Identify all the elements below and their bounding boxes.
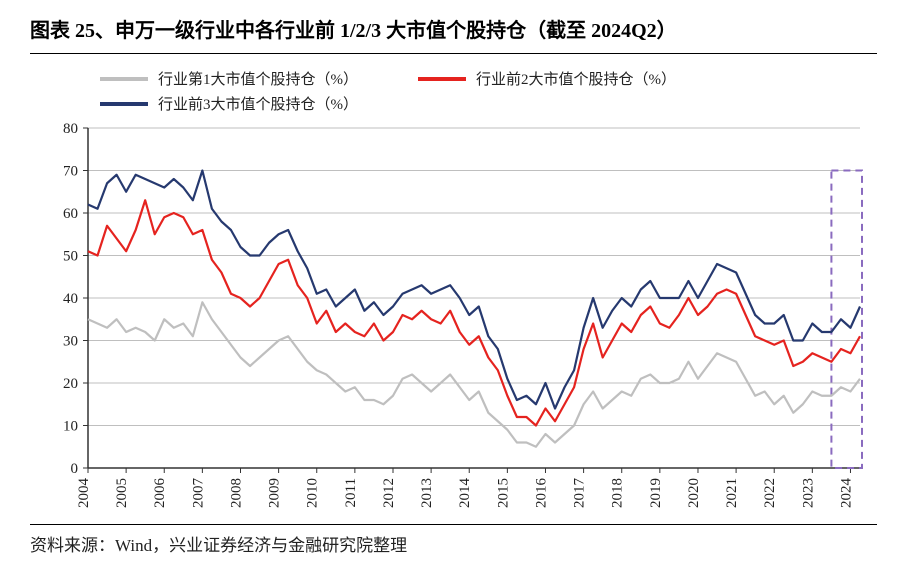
svg-text:70: 70 <box>63 164 78 180</box>
legend-label-s2: 行业前2大市值个股持仓（%） <box>476 68 676 89</box>
svg-text:2008: 2008 <box>228 478 244 508</box>
svg-text:2021: 2021 <box>724 478 740 508</box>
legend-label-s1: 行业第1大市值个股持仓（%） <box>158 68 358 89</box>
svg-text:2014: 2014 <box>457 478 473 509</box>
legend-item-s3: 行业前3大市值个股持仓（%） <box>100 93 358 114</box>
svg-text:2016: 2016 <box>533 478 549 509</box>
svg-text:2010: 2010 <box>305 478 321 508</box>
source-footer: 资料来源：Wind，兴业证券经济与金融研究院整理 <box>30 524 877 556</box>
svg-text:2024: 2024 <box>838 478 854 509</box>
svg-text:2019: 2019 <box>648 478 664 508</box>
svg-text:2004: 2004 <box>76 478 92 509</box>
legend-swatch-s1 <box>100 77 148 81</box>
svg-text:2006: 2006 <box>152 478 168 509</box>
legend-swatch-s2 <box>418 77 466 81</box>
svg-text:2015: 2015 <box>495 478 511 508</box>
svg-text:2013: 2013 <box>419 478 435 508</box>
svg-text:2005: 2005 <box>114 478 130 508</box>
svg-text:30: 30 <box>63 334 78 350</box>
svg-text:0: 0 <box>71 461 79 477</box>
svg-text:2022: 2022 <box>762 478 778 508</box>
chart-title: 图表 25、申万一级行业中各行业前 1/2/3 大市值个股持仓（截至 2024Q… <box>30 20 677 42</box>
legend-label-s3: 行业前3大市值个股持仓（%） <box>158 93 358 114</box>
svg-text:2023: 2023 <box>800 478 816 508</box>
svg-text:2009: 2009 <box>267 478 283 508</box>
svg-text:2007: 2007 <box>190 478 206 509</box>
svg-text:80: 80 <box>63 121 78 137</box>
svg-text:40: 40 <box>63 291 78 307</box>
svg-text:2011: 2011 <box>343 478 359 507</box>
svg-text:10: 10 <box>63 419 78 435</box>
svg-text:20: 20 <box>63 376 78 392</box>
legend-item-s1: 行业第1大市值个股持仓（%） <box>100 68 358 89</box>
svg-text:2012: 2012 <box>381 478 397 508</box>
legend-swatch-s3 <box>100 102 148 106</box>
svg-text:2018: 2018 <box>610 478 626 508</box>
svg-text:50: 50 <box>63 249 78 265</box>
svg-text:2020: 2020 <box>686 478 702 508</box>
legend: 行业第1大市值个股持仓（%） 行业前2大市值个股持仓（%） 行业前3大市值个股持… <box>100 68 877 114</box>
legend-item-s2: 行业前2大市值个股持仓（%） <box>418 68 676 89</box>
svg-text:60: 60 <box>63 206 78 222</box>
svg-text:2017: 2017 <box>572 478 588 509</box>
line-chart: 0 10 20 30 40 50 60 70 80 2004 2005 2006 2007 2008 200… <box>30 120 870 520</box>
